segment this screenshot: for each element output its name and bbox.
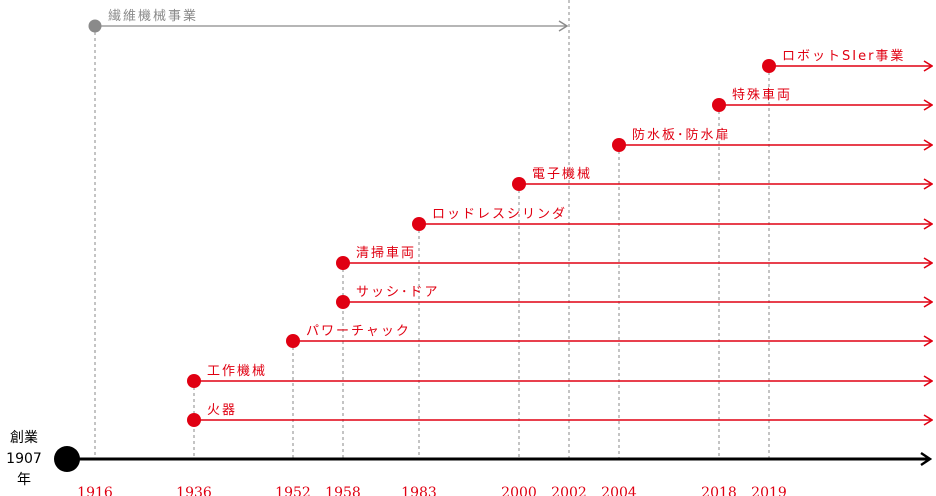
founding-year: 1907年 bbox=[6, 451, 42, 488]
business-start-marker bbox=[712, 98, 726, 112]
business-row: 特殊車両 bbox=[712, 88, 932, 112]
business-name: パワーチャック bbox=[306, 324, 411, 339]
business-row: ロボットSIer事業 bbox=[762, 48, 932, 73]
business-name: 工作機械 bbox=[207, 364, 267, 379]
business-start-marker bbox=[612, 138, 626, 152]
year-label-2004: 2004 bbox=[601, 485, 637, 496]
business-start-marker bbox=[336, 295, 350, 309]
business-name: 特殊車両 bbox=[732, 88, 792, 103]
year-label-2000: 2000 bbox=[501, 485, 537, 496]
business-start-marker bbox=[88, 19, 102, 33]
year-label-1983: 1983 bbox=[401, 485, 437, 496]
founding-text: 創業 bbox=[10, 430, 38, 446]
business-name: 繊維機械事業 bbox=[108, 8, 198, 24]
year-label-1916: 1916 bbox=[77, 485, 113, 496]
business-name: 防水板･防水扉 bbox=[632, 127, 731, 143]
year-label-1952: 1952 bbox=[275, 485, 311, 496]
business-row: 火器 bbox=[187, 403, 932, 427]
business-name: ロッドレスシリンダ bbox=[432, 207, 567, 222]
business-start-marker bbox=[762, 59, 776, 73]
year-label-2002: 2002 bbox=[551, 485, 587, 496]
business-name: ロボットSIer事業 bbox=[782, 48, 905, 64]
business-row: 工作機械 bbox=[187, 364, 932, 388]
business-row: ロッドレスシリンダ bbox=[412, 207, 932, 231]
year-label-2018: 2018 bbox=[701, 485, 737, 496]
business-start-marker bbox=[512, 177, 526, 191]
business-row: 清掃車両 bbox=[336, 245, 932, 270]
business-start-marker bbox=[187, 413, 201, 427]
year-label-2019: 2019 bbox=[751, 485, 787, 496]
business-name: 清掃車両 bbox=[356, 245, 416, 261]
business-name: サッシ･ドア bbox=[356, 285, 440, 300]
founding-label: 創業 1907年 bbox=[0, 428, 48, 491]
business-start-marker bbox=[336, 256, 350, 270]
business-row: パワーチャック bbox=[286, 324, 932, 348]
business-start-marker bbox=[286, 334, 300, 348]
business-row: サッシ･ドア bbox=[336, 285, 932, 309]
year-label-1958: 1958 bbox=[325, 485, 361, 496]
business-row: 電子機械 bbox=[512, 167, 932, 191]
business-name: 火器 bbox=[207, 403, 237, 418]
business-start-marker bbox=[412, 217, 426, 231]
business-name: 電子機械 bbox=[532, 167, 592, 182]
founding-marker bbox=[54, 446, 80, 472]
business-start-marker bbox=[187, 374, 201, 388]
business-row: 繊維機械事業 bbox=[88, 8, 568, 33]
year-label-1936: 1936 bbox=[176, 485, 212, 496]
business-row: 防水板･防水扉 bbox=[612, 127, 932, 152]
